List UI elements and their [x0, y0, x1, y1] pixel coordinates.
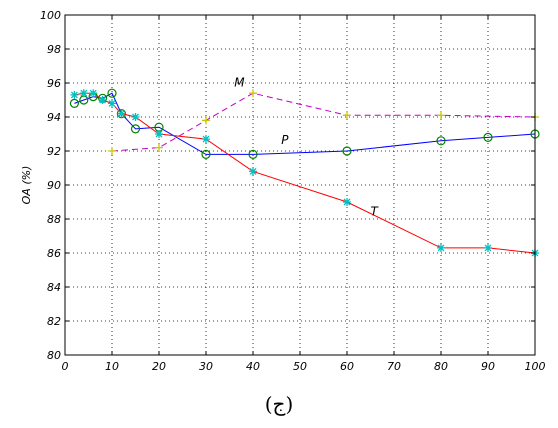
y-tick-label: 92: [47, 145, 61, 158]
figure-caption: (ج): [264, 392, 294, 416]
series-t-point: [98, 96, 107, 104]
series-m-point: [108, 147, 116, 155]
line-chart: 0 10 20 30 40 50 60 70 80 90 100 80 82 84 86 88 90 92 94 96…: [20, 9, 546, 373]
series-t-point: [79, 89, 88, 98]
x-tick-label: 30: [199, 360, 213, 373]
series-m-point: [202, 116, 210, 125]
x-tick-label: 80: [434, 360, 448, 373]
annotation-p: P: [281, 133, 289, 147]
grid: [65, 15, 535, 355]
series-m-point: [343, 111, 351, 120]
series-p-point: [342, 146, 352, 156]
annotation-m: M: [234, 75, 245, 89]
series-p-point: [436, 136, 446, 146]
series-t-point: [437, 243, 445, 252]
series-p-point: [201, 149, 211, 159]
y-tick-label: 82: [47, 315, 61, 328]
x-tick-label: 70: [387, 360, 401, 373]
y-tick-label: 100: [40, 9, 61, 22]
series-t-point: [484, 243, 492, 252]
series-t-point: [249, 167, 257, 176]
x-tick-label: 40: [246, 360, 260, 373]
series-t-point: [131, 113, 140, 121]
series-t-point: [89, 89, 98, 98]
series-t-point: [155, 130, 163, 138]
series-m-point: [155, 143, 163, 152]
series-layer: [69, 88, 540, 257]
ticks: 0 10 20 30 40 50 60 70 80 90 100 80 82 84 86 88 90 92 94 96…: [40, 9, 546, 373]
y-tick-label: 84: [47, 281, 61, 294]
series-m-point: [249, 89, 257, 98]
series-t-point: [343, 198, 351, 206]
x-tick-label: 90: [481, 360, 495, 373]
y-tick-label: 90: [47, 179, 61, 192]
y-tick-label: 94: [47, 111, 61, 124]
x-tick-label: 10: [105, 360, 119, 373]
series-p-point: [69, 98, 80, 109]
series-p-point: [130, 124, 141, 134]
x-tick-label: 60: [340, 360, 354, 373]
series-p-point: [107, 88, 117, 98]
series-p-point: [483, 132, 493, 142]
x-tick-label: 50: [293, 360, 307, 373]
x-tick-label: 100: [525, 360, 546, 373]
x-tick-label: 0: [62, 360, 69, 373]
annotation-t: T: [371, 205, 380, 219]
y-axis-label: OA (%): [20, 166, 33, 205]
annotations: M P T: [234, 75, 379, 218]
y-tick-label: 96: [47, 77, 61, 90]
y-tick-label: 98: [47, 43, 61, 56]
y-tick-label: 86: [47, 247, 61, 260]
series-t-point: [108, 99, 116, 108]
x-tick-label: 20: [152, 360, 166, 373]
series-t-point: [202, 135, 210, 144]
series-p-point: [248, 149, 258, 159]
y-tick-label: 88: [47, 213, 61, 226]
y-tick-label: 80: [47, 349, 61, 362]
series-t-point: [117, 109, 126, 118]
series-m-point: [437, 111, 445, 120]
series-t-point: [70, 90, 79, 99]
series-p-line: [74, 92, 536, 155]
